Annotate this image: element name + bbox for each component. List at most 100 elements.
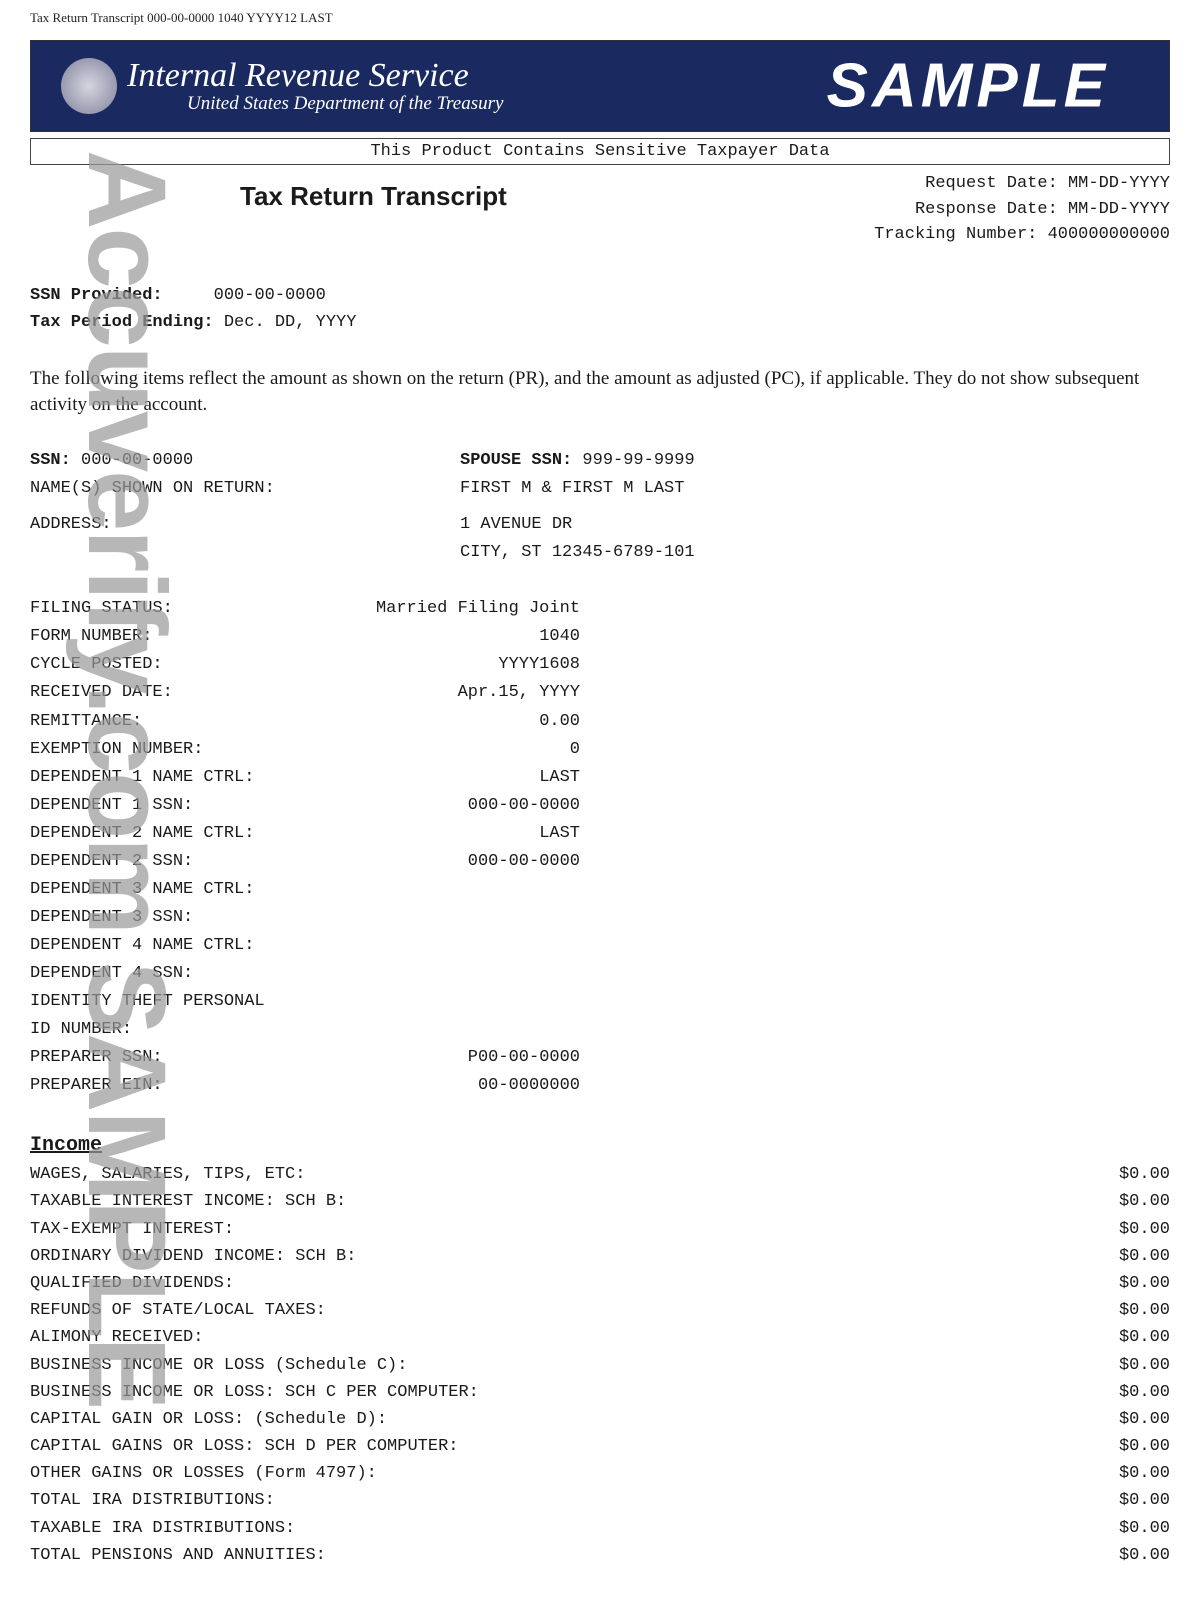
detail-value (270, 904, 580, 932)
detail-label: IDENTITY THEFT PERSONAL ID NUMBER: (30, 988, 270, 1044)
detail-value: Apr.15, YYYY (270, 679, 580, 707)
detail-row: DEPENDENT 2 SSN:000-00-0000 (30, 848, 1170, 876)
income-value: $0.00 (1090, 1515, 1170, 1542)
detail-label: CYCLE POSTED: (30, 651, 270, 679)
detail-row: PREPARER SSN:P00-00-0000 (30, 1044, 1170, 1072)
detail-label: RECEIVED DATE: (30, 679, 270, 707)
income-label: TAX-EXEMPT INTEREST: (30, 1216, 234, 1243)
page-header-line: Tax Return Transcript 000-00-0000 1040 Y… (30, 10, 1170, 26)
detail-value: YYYY1608 (270, 651, 580, 679)
income-value: $0.00 (1090, 1433, 1170, 1460)
detail-label: FORM NUMBER: (30, 623, 270, 651)
income-label: BUSINESS INCOME OR LOSS: SCH C PER COMPU… (30, 1379, 479, 1406)
detail-value (270, 988, 580, 1044)
response-date: Response Date: MM-DD-YYYY (874, 197, 1170, 223)
detail-label: DEPENDENT 3 SSN: (30, 904, 270, 932)
detail-value: P00-00-0000 (270, 1044, 580, 1072)
income-label: OTHER GAINS OR LOSSES (Form 4797): (30, 1460, 377, 1487)
spouse-ssn-value: 999-99-9999 (582, 451, 694, 470)
detail-label: DEPENDENT 3 NAME CTRL: (30, 876, 270, 904)
detail-label: DEPENDENT 1 NAME CTRL: (30, 764, 270, 792)
income-value: $0.00 (1090, 1270, 1170, 1297)
income-row: BUSINESS INCOME OR LOSS (Schedule C): $0.… (30, 1352, 1170, 1379)
detail-row: DEPENDENT 4 NAME CTRL: (30, 932, 1170, 960)
income-label: CAPITAL GAIN OR LOSS: (Schedule D): (30, 1406, 387, 1433)
income-row: REFUNDS OF STATE/LOCAL TAXES:$0.00 (30, 1297, 1170, 1324)
detail-label: DEPENDENT 1 SSN: (30, 792, 270, 820)
names-shown-label: NAME(S) SHOWN ON RETURN: (30, 475, 460, 503)
address-line1: 1 AVENUE DR (460, 511, 695, 539)
detail-value: 000-00-0000 (270, 848, 580, 876)
filing-details-block: FILING STATUS:Married Filing JointFORM N… (30, 595, 1170, 1100)
detail-row: DEPENDENT 3 SSN: (30, 904, 1170, 932)
detail-row: IDENTITY THEFT PERSONAL ID NUMBER: (30, 988, 1170, 1044)
address-line2: CITY, ST 12345-6789-101 (460, 539, 695, 567)
income-section-heading: Income (30, 1134, 1170, 1157)
ssn-provided-value: 000-00-0000 (214, 286, 326, 305)
income-value: $0.00 (1090, 1542, 1170, 1569)
income-row: CAPITAL GAIN OR LOSS: (Schedule D): $0.00 (30, 1406, 1170, 1433)
income-value: $0.00 (1090, 1324, 1170, 1351)
income-row: WAGES, SALARIES, TIPS, ETC: $0.00 (30, 1161, 1170, 1188)
detail-label: DEPENDENT 4 SSN: (30, 960, 270, 988)
income-label: TOTAL PENSIONS AND ANNUITIES: (30, 1542, 326, 1569)
detail-value (270, 932, 580, 960)
income-value: $0.00 (1090, 1406, 1170, 1433)
detail-row: FILING STATUS:Married Filing Joint (30, 595, 1170, 623)
detail-value (270, 876, 580, 904)
detail-value: Married Filing Joint (270, 595, 580, 623)
spouse-ssn-label: SPOUSE SSN: (460, 451, 572, 470)
banner-left: Internal Revenue Service United States D… (61, 58, 503, 114)
identity-block: SSN: 000-00-0000 SPOUSE SSN: 999-99-9999… (30, 447, 1170, 567)
irs-title-block: Internal Revenue Service United States D… (127, 58, 503, 114)
income-label: BUSINESS INCOME OR LOSS (Schedule C): (30, 1352, 407, 1379)
income-value: $0.00 (1090, 1161, 1170, 1188)
income-label: ORDINARY DIVIDEND INCOME: SCH B: (30, 1243, 356, 1270)
detail-label: PREPARER EIN: (30, 1072, 270, 1100)
detail-row: REMITTANCE:0.00 (30, 708, 1170, 736)
ssn-period-block: SSN Provided: 000-00-0000 Tax Period End… (30, 282, 1170, 336)
income-row: TAXABLE INTEREST INCOME: SCH B:$0.00 (30, 1188, 1170, 1215)
income-value: $0.00 (1090, 1352, 1170, 1379)
eagle-seal-icon (61, 58, 117, 114)
irs-title-line1: Internal Revenue Service (127, 58, 503, 94)
address-label: ADDRESS: (30, 511, 460, 567)
detail-label: DEPENDENT 2 NAME CTRL: (30, 820, 270, 848)
income-label: WAGES, SALARIES, TIPS, ETC: (30, 1161, 305, 1188)
detail-label: FILING STATUS: (30, 595, 270, 623)
irs-title-line2: United States Department of the Treasury (187, 94, 503, 114)
document-title: Tax Return Transcript (240, 181, 507, 212)
income-value: $0.00 (1090, 1487, 1170, 1514)
ssn-label: SSN: (30, 451, 71, 470)
detail-value: 000-00-0000 (270, 792, 580, 820)
detail-label: PREPARER SSN: (30, 1044, 270, 1072)
request-meta: Request Date: MM-DD-YYYY Response Date: … (874, 171, 1170, 248)
income-row: TAX-EXEMPT INTEREST: $0.00 (30, 1216, 1170, 1243)
detail-label: DEPENDENT 2 SSN: (30, 848, 270, 876)
income-row: ORDINARY DIVIDEND INCOME: SCH B:$0.00 (30, 1243, 1170, 1270)
income-value: $0.00 (1090, 1188, 1170, 1215)
income-value: $0.00 (1090, 1379, 1170, 1406)
income-row: TAXABLE IRA DISTRIBUTIONS: $0.00 (30, 1515, 1170, 1542)
detail-label: REMITTANCE: (30, 708, 270, 736)
detail-row: DEPENDENT 3 NAME CTRL: (30, 876, 1170, 904)
detail-row: PREPARER EIN:00-0000000 (30, 1072, 1170, 1100)
detail-row: EXEMPTION NUMBER:0 (30, 736, 1170, 764)
detail-row: RECEIVED DATE:Apr.15, YYYY (30, 679, 1170, 707)
income-label: REFUNDS OF STATE/LOCAL TAXES: (30, 1297, 326, 1324)
income-label: TAXABLE IRA DISTRIBUTIONS: (30, 1515, 295, 1542)
income-row: TOTAL PENSIONS AND ANNUITIES: $0.00 (30, 1542, 1170, 1569)
detail-row: DEPENDENT 2 NAME CTRL:LAST (30, 820, 1170, 848)
detail-value: LAST (270, 820, 580, 848)
detail-value: 0.00 (270, 708, 580, 736)
income-label: CAPITAL GAINS OR LOSS: SCH D PER COMPUTE… (30, 1433, 458, 1460)
names-shown-value: FIRST M & FIRST M LAST (460, 475, 684, 503)
income-row: BUSINESS INCOME OR LOSS: SCH C PER COMPU… (30, 1379, 1170, 1406)
sensitive-data-warning: This Product Contains Sensitive Taxpayer… (30, 138, 1170, 165)
tax-period-value: Dec. DD, YYYY (224, 313, 357, 332)
detail-label: DEPENDENT 4 NAME CTRL: (30, 932, 270, 960)
income-row: QUALIFIED DIVIDENDS:$0.00 (30, 1270, 1170, 1297)
detail-row: DEPENDENT 4 SSN: (30, 960, 1170, 988)
detail-label: EXEMPTION NUMBER: (30, 736, 270, 764)
income-value: $0.00 (1090, 1216, 1170, 1243)
